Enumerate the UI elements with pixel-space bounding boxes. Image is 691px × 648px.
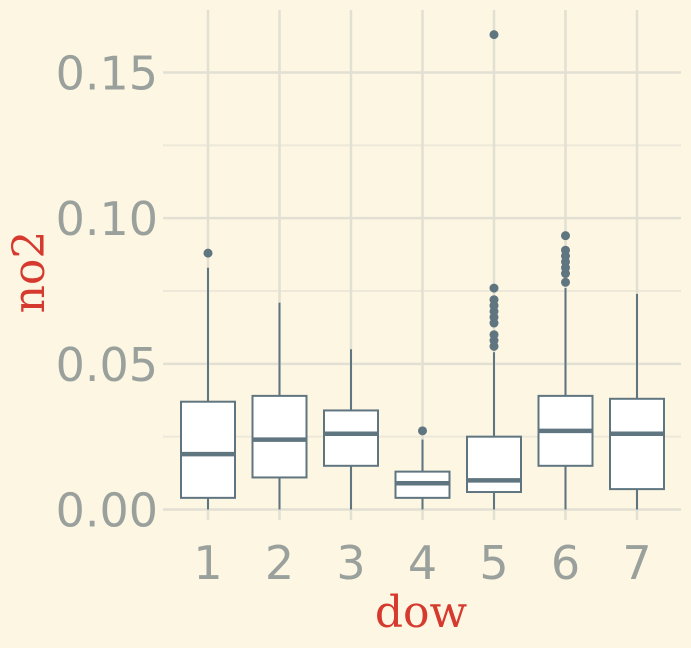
x-axis-title: dow bbox=[375, 587, 468, 638]
box-6 bbox=[537, 231, 594, 510]
box-iqr bbox=[609, 397, 665, 491]
x-tick-label: 4 bbox=[408, 536, 437, 590]
box-7 bbox=[609, 293, 665, 510]
outlier-point bbox=[203, 248, 213, 258]
box-iqr bbox=[251, 394, 308, 479]
x-tick-label: 5 bbox=[479, 536, 508, 590]
outlier-point bbox=[561, 231, 570, 241]
box-5 bbox=[466, 30, 522, 510]
x-tick-label: 7 bbox=[622, 536, 651, 590]
x-tick-label: 6 bbox=[551, 536, 580, 590]
x-tick-label: 1 bbox=[193, 536, 222, 590]
y-tick-label: 0.10 bbox=[56, 192, 158, 246]
x-tick-label: 3 bbox=[336, 536, 365, 590]
box-iqr bbox=[323, 409, 379, 467]
box-4 bbox=[394, 426, 451, 510]
box-iqr bbox=[466, 435, 522, 494]
y-axis-title: no2 bbox=[4, 231, 55, 314]
x-tick-label: 2 bbox=[265, 536, 294, 590]
outlier-point bbox=[489, 330, 499, 340]
y-tick-label: 0.05 bbox=[56, 338, 158, 392]
outlier-point bbox=[489, 295, 499, 305]
box-2 bbox=[251, 302, 308, 510]
box-3 bbox=[323, 349, 379, 510]
outlier-point bbox=[489, 30, 499, 40]
outlier-point bbox=[561, 245, 570, 255]
outlier-point bbox=[489, 283, 499, 293]
y-tick-label: 0.00 bbox=[56, 484, 158, 538]
y-tick-label: 0.15 bbox=[56, 47, 158, 101]
y-axis-ticks: 0.00 0.05 0.10 0.15 bbox=[56, 47, 158, 538]
outlier-point bbox=[418, 426, 427, 436]
boxes bbox=[180, 30, 665, 510]
outlier-point bbox=[561, 277, 570, 287]
box-iqr bbox=[180, 400, 236, 499]
box-1 bbox=[180, 248, 236, 510]
